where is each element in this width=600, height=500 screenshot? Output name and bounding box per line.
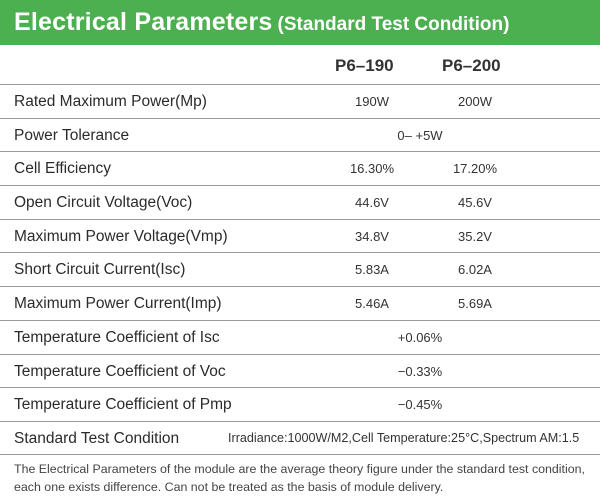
row-label: Rated Maximum Power(Mp)	[14, 93, 207, 110]
value-shared: 0– +5W	[397, 127, 443, 143]
column-header-p6-190: P6–190	[335, 56, 394, 75]
page-subtitle: (Standard Test Condition)	[277, 14, 510, 35]
row-label: Temperature Coefficient of Voc	[14, 362, 226, 380]
table-row-maximum-power-voltage: Maximum Power Voltage(Vmp) 34.8V 35.2V	[0, 218, 600, 253]
row-label: Open Circuit Voltage(Voc)	[14, 194, 193, 212]
row-label: Temperature Coefficient of Isc	[14, 328, 220, 346]
table-row-standard-test-condition: Standard Test Condition Irradiance:1000W…	[0, 420, 600, 455]
column-header-p6-200: P6–200	[442, 56, 501, 75]
value-shared: +0.06%	[397, 329, 443, 345]
value-p6-200: 35.2V	[458, 228, 492, 244]
value-p6-190: 5.83A	[355, 262, 389, 278]
footnote: The Electrical Parameters of the module …	[14, 462, 585, 494]
table-row-maximum-power-current: Maximum Power Current(Imp) 5.46A 5.69A	[0, 286, 600, 320]
value-p6-190: 5.46A	[355, 296, 389, 312]
row-label: Temperature Coefficient of Pmp	[14, 396, 232, 414]
value-p6-200: 6.02A	[458, 262, 492, 278]
value-p6-200: 45.6V	[458, 195, 492, 211]
page-title: Electrical Parameters	[14, 8, 273, 36]
value-p6-200: 17.20%	[452, 161, 498, 177]
table-row-short-circuit-current: Short Circuit Current(Isc) 5.83A 6.02A	[0, 252, 600, 286]
value-p6-190: 16.30%	[349, 161, 395, 177]
row-label: Cell Efficiency	[14, 160, 112, 178]
title-bar: Electrical Parameters (Standard Test Con…	[0, 0, 600, 45]
table-row-power-tolerance: Power Tolerance 0– +5W	[0, 117, 600, 152]
table-row-temp-coefficient-pmp: Temperature Coefficient of Pmp −0.45%	[0, 387, 600, 421]
table-row-open-circuit-voltage: Open Circuit Voltage(Voc) 44.6V 45.6V	[0, 185, 600, 219]
row-label: Power Tolerance	[14, 126, 130, 144]
row-label: Standard Test Condition	[14, 429, 180, 447]
value-p6-190: 44.6V	[355, 195, 389, 211]
value-shared: −0.33%	[397, 363, 443, 379]
value-p6-190: 34.8V	[355, 228, 389, 244]
value-shared: −0.45%	[397, 397, 443, 413]
row-label: Short Circuit Current(Isc)	[14, 261, 186, 279]
table-row-temp-coefficient-voc: Temperature Coefficient of Voc −0.33%	[0, 353, 600, 388]
value-test-condition: Irradiance:1000W/M2,Cell Temperature:25°…	[228, 430, 580, 445]
parameters-table: Rated Maximum Power(Mp) 190W 200W Power …	[0, 84, 600, 455]
row-label: Maximum Power Current(Imp)	[14, 295, 222, 313]
table-row-rated-maximum-power: Rated Maximum Power(Mp) 190W 200W	[0, 84, 600, 118]
table-row-cell-efficiency: Cell Efficiency 16.30% 17.20%	[0, 151, 600, 185]
table-row-temp-coefficient-isc: Temperature Coefficient of Isc +0.06%	[0, 319, 600, 354]
value-p6-200: 200W	[458, 94, 492, 109]
value-p6-200: 5.69A	[458, 296, 492, 312]
value-p6-190: 190W	[355, 94, 389, 109]
row-label: Maximum Power Voltage(Vmp)	[14, 227, 228, 245]
